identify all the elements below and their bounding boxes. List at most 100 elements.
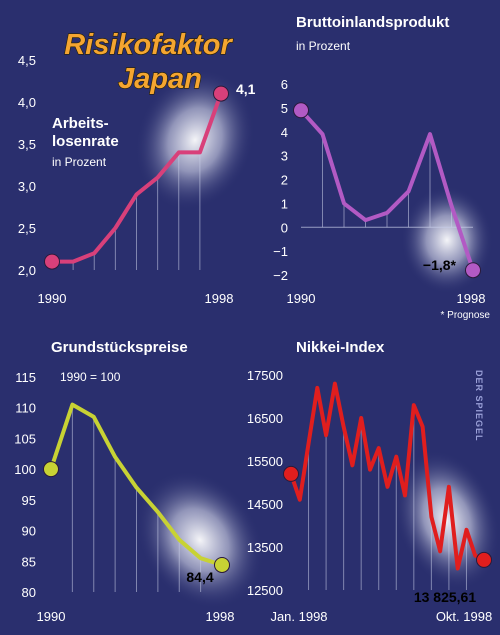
data-point — [385, 211, 389, 215]
series-line — [50, 91, 223, 264]
data-point — [71, 260, 75, 264]
y-tick-label: 110 — [15, 401, 36, 416]
data-point — [198, 150, 202, 154]
data-point — [342, 425, 346, 429]
data-point — [421, 425, 425, 429]
chart-subtitle: in Prozent — [52, 155, 107, 169]
y-tick-label: 4 — [281, 125, 288, 140]
y-tick-label: 2,0 — [18, 263, 36, 278]
y-tick-label: 2 — [281, 173, 288, 188]
end-value-label: 84,4 — [186, 569, 213, 585]
x-axis-start-label: 1990 — [38, 291, 67, 306]
data-point — [177, 150, 181, 154]
data-point — [456, 567, 460, 571]
x-axis-end-label: 1998 — [457, 291, 486, 306]
y-tick-label: 3,0 — [18, 179, 36, 194]
start-point — [44, 253, 60, 270]
headline-line-1: Risikofaktor — [64, 29, 233, 61]
end-point — [476, 551, 492, 568]
y-tick-label: 13500 — [247, 540, 283, 555]
x-axis-end-label: 1998 — [205, 291, 234, 306]
x-axis-start-label: Jan. 1998 — [270, 609, 327, 624]
data-point — [464, 528, 468, 532]
end-point — [465, 262, 481, 279]
y-tick-label: 85 — [22, 554, 36, 569]
data-point — [407, 189, 411, 193]
start-point — [293, 102, 309, 119]
data-point — [92, 251, 96, 255]
y-tick-label: 115 — [15, 370, 36, 385]
end-point — [214, 556, 230, 573]
data-point — [403, 493, 407, 497]
data-point — [368, 468, 372, 472]
y-tick-label: 16500 — [247, 411, 283, 426]
y-tick-label: 17500 — [247, 368, 283, 383]
data-point — [428, 132, 432, 136]
y-tick-label: 95 — [22, 493, 36, 508]
data-point — [447, 485, 451, 489]
chart-title: Nikkei-Index — [296, 339, 385, 356]
y-tick-label: 90 — [22, 524, 36, 539]
y-tick-label: 12500 — [247, 583, 283, 598]
end-point — [213, 85, 229, 102]
x-axis-end-label: Okt. 1998 — [436, 609, 492, 624]
end-value-label: 4,1 — [236, 81, 256, 97]
series-line — [49, 402, 224, 567]
y-tick-label: 3 — [281, 149, 288, 164]
y-tick-label: 15500 — [247, 454, 283, 469]
y-tick-label: 0 — [281, 220, 288, 235]
data-point — [307, 442, 311, 446]
start-point — [43, 461, 59, 478]
data-point — [438, 549, 442, 553]
spotlight-glow — [401, 186, 493, 294]
data-point — [386, 485, 390, 489]
data-point — [429, 515, 433, 519]
data-point — [350, 463, 354, 467]
spotlight-glow — [135, 69, 255, 211]
data-point — [394, 455, 398, 459]
y-tick-label: 5 — [281, 101, 288, 116]
data-point — [412, 403, 416, 407]
x-axis-end-label: 1998 — [206, 609, 235, 624]
y-tick-label: −2 — [273, 268, 288, 283]
end-value-label: −1,8* — [423, 257, 457, 273]
data-point — [321, 132, 325, 136]
y-tick-label: 2,5 — [18, 221, 36, 236]
data-point — [377, 446, 381, 450]
y-tick-label: 6 — [281, 77, 288, 92]
y-tick-label: 1 — [281, 196, 288, 211]
chart-title: Grundstückspreise — [51, 339, 188, 356]
y-tick-label: 4,0 — [18, 95, 36, 110]
data-point — [177, 538, 181, 542]
data-point — [342, 201, 346, 205]
chart-title: Arbeits- — [52, 115, 109, 132]
chart-title: Bruttoinlandsprodukt — [296, 14, 449, 31]
footnote: * Prognose — [441, 310, 491, 321]
data-point — [364, 218, 368, 222]
y-tick-label: 105 — [14, 431, 36, 446]
data-point — [92, 415, 96, 419]
y-tick-label: −1 — [273, 244, 288, 259]
data-point — [199, 556, 203, 560]
data-point — [156, 510, 160, 514]
data-point — [298, 498, 302, 502]
data-point — [315, 386, 319, 390]
chart-panel-2: 6 5 4 3 2 1 0 −1 −2 1990 1998 Bruttoinlandsprodukt i… — [273, 14, 493, 321]
y-tick-label: 80 — [22, 585, 36, 600]
x-axis-start-label: 1990 — [37, 609, 66, 624]
start-point — [283, 465, 299, 482]
data-point — [70, 403, 74, 407]
series-line — [299, 108, 475, 273]
data-point — [450, 204, 454, 208]
chart-panel-4: 17500 16500 15500 14500 13500 12500 Jan. 1998 O… — [247, 339, 500, 624]
data-point — [333, 382, 337, 386]
y-tick-label: 100 — [14, 462, 36, 477]
y-tick-label: 3,5 — [18, 137, 36, 152]
data-point — [324, 433, 328, 437]
data-point — [156, 176, 160, 180]
data-point — [113, 226, 117, 230]
headline-line-2: Japan — [118, 63, 202, 95]
data-point — [135, 192, 139, 196]
spotlight-glow — [136, 470, 264, 610]
